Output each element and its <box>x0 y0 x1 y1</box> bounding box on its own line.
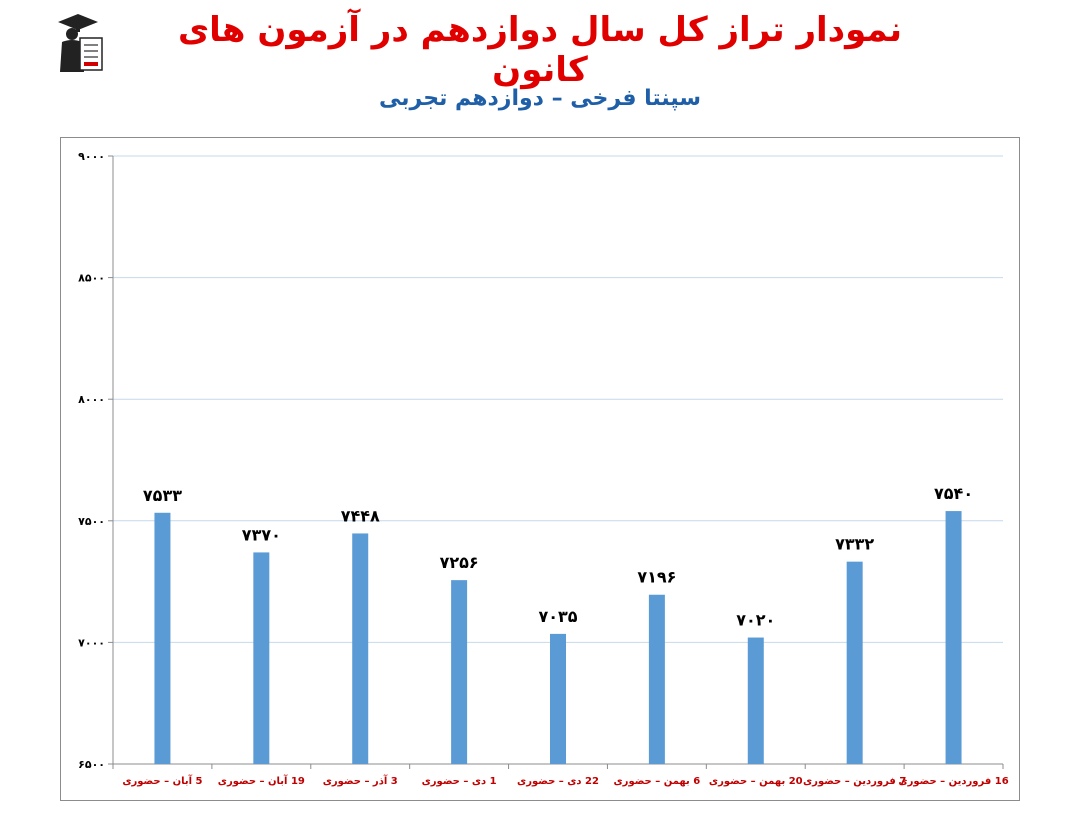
bar-chart: ۶۵۰۰ ۷۰۰۰ ۷۵۰۰ ۸۰۰۰ ۸۵۰۰ ۹۰۰۰ ۷۵۳۳ 5 آبان – حضو… <box>78 150 1009 787</box>
bar <box>253 552 270 764</box>
chart-frame: ۶۵۰۰ ۷۰۰۰ ۷۵۰۰ ۸۰۰۰ ۸۵۰۰ ۹۰۰۰ ۷۵۳۳ 5 آبان – حضو… <box>60 137 1020 801</box>
category-label: 7 فروردین – حضوری <box>803 776 906 787</box>
y-tick-label: ۸۰۰۰ <box>78 393 105 406</box>
data-label: ۷۲۵۶ <box>440 553 479 572</box>
bar <box>846 561 863 764</box>
category-label: 3 آذر – حضوری <box>323 774 398 787</box>
category-label: 1 دی – حضوری <box>422 776 497 787</box>
chart-title: نمودار تراز کل سال دوازدهم در آزمون های … <box>177 10 902 90</box>
category-label: 20 بهمن – حضوری <box>709 776 803 787</box>
bar <box>451 580 468 764</box>
data-label: ۷۳۳۲ <box>835 535 874 554</box>
category-label: 6 بهمن – حضوری <box>614 776 701 787</box>
y-tick-label: ۹۰۰۰ <box>78 150 105 163</box>
data-label: ۷۵۴۰ <box>934 484 973 503</box>
chart-subtitle: سپنتا فرخی – دوازدهم تجربی <box>379 86 701 111</box>
bar <box>550 633 566 764</box>
category-label: 16 فروردین – حضوری <box>898 776 1008 787</box>
bar <box>945 511 962 764</box>
bar <box>747 637 764 764</box>
category-label: 5 آبان – حضوری <box>122 774 202 787</box>
data-label: ۷۴۴۸ <box>341 506 380 525</box>
data-label: ۷۳۷۰ <box>242 525 281 544</box>
data-label: ۷۰۳۵ <box>538 607 577 626</box>
bar <box>352 533 369 764</box>
y-tick-label: ۷۰۰۰ <box>78 636 105 649</box>
bar <box>154 512 171 764</box>
graduate-logo-icon <box>50 12 106 74</box>
data-label: ۷۰۲۰ <box>736 611 775 630</box>
category-label: 22 دی – حضوری <box>517 776 599 787</box>
data-label: ۷۱۹۶ <box>637 568 676 587</box>
y-tick-label: ۷۵۰۰ <box>78 515 105 528</box>
category-label: 19 آبان – حضوری <box>218 774 305 787</box>
data-label: ۷۵۳۳ <box>143 486 182 505</box>
bar <box>648 594 665 764</box>
y-tick-label: ۸۵۰۰ <box>78 272 105 285</box>
y-tick-label: ۶۵۰۰ <box>78 758 105 771</box>
